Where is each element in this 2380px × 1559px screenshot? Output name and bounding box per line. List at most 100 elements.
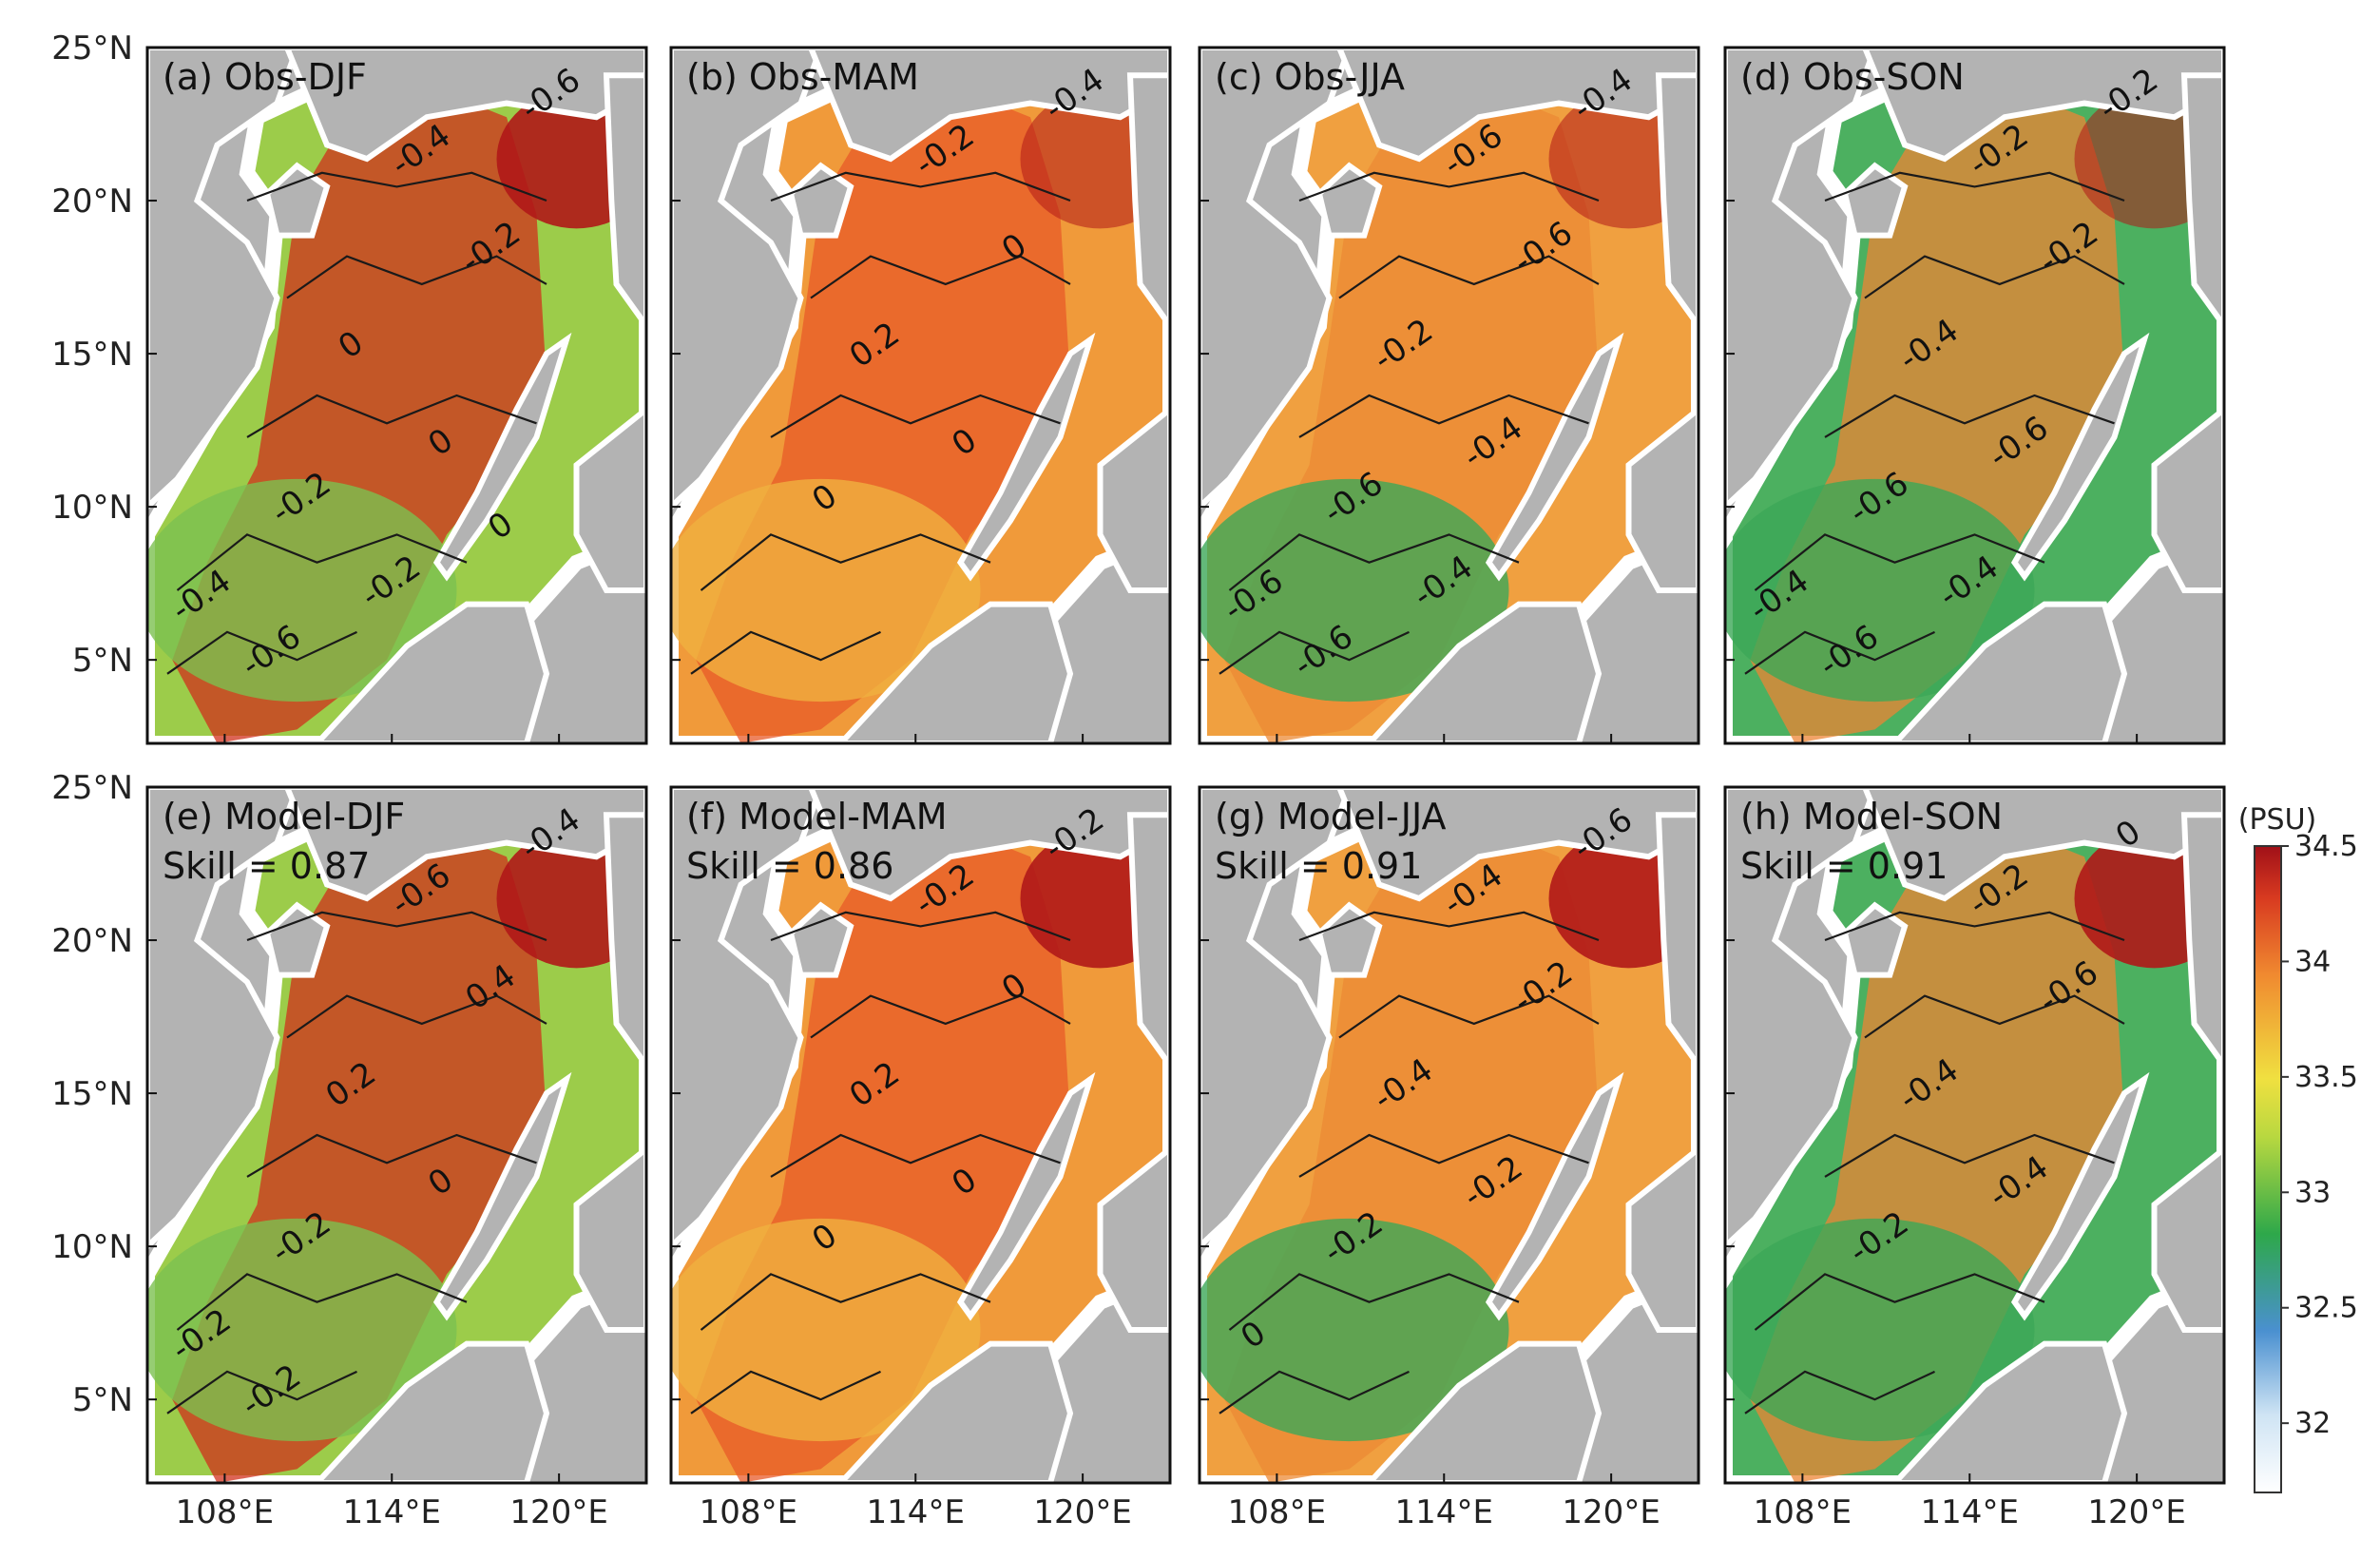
- colorbar-tick-label: 33.5: [2294, 1061, 2358, 1094]
- colorbar-gradient: [2254, 845, 2282, 1493]
- x-tick-label: 114°E: [867, 1493, 965, 1531]
- contour-line: [690, 1370, 881, 1415]
- palawan-land: [2010, 332, 2150, 582]
- colorbar-tick-label: 32: [2294, 1407, 2331, 1440]
- colorbar-tick-label: 34.5: [2294, 830, 2358, 863]
- x-tick-label: 108°E: [1228, 1493, 1326, 1531]
- palawan-land: [2010, 1071, 2150, 1321]
- indochina-land: [147, 787, 300, 1251]
- contour-line: [166, 630, 357, 675]
- contour-line: [810, 994, 1071, 1039]
- china-coast-land: [1861, 787, 2224, 902]
- borneo-land: [1365, 601, 1603, 743]
- contour-line: [1824, 171, 2125, 202]
- contour-line: [1744, 630, 1935, 675]
- luzon-land: [2180, 812, 2224, 1070]
- x-tick-label: 120°E: [1562, 1493, 1660, 1531]
- x-tick-label: 114°E: [1395, 1493, 1493, 1531]
- luzon-land: [603, 812, 646, 1070]
- contour-line: [1228, 533, 1520, 591]
- contour-line: [1298, 171, 1600, 202]
- panel-title: (d) Obs-SON: [1740, 56, 1965, 98]
- x-tick-label: 108°E: [176, 1493, 274, 1531]
- mindanao-land: [1625, 405, 1699, 593]
- x-tick-label: 120°E: [509, 1493, 607, 1531]
- contour-line: [176, 533, 468, 591]
- contour-line: [1754, 1273, 2045, 1331]
- contour-line: [1298, 394, 1589, 438]
- palawan-land: [956, 1071, 1096, 1321]
- panel-title: (e) Model-DJF: [163, 796, 405, 837]
- china-coast-land: [807, 787, 1170, 902]
- indochina-land: [1725, 787, 1878, 1251]
- y-tick-label: 25°N: [51, 769, 133, 807]
- contour-line: [770, 394, 1061, 438]
- china-coast-land: [807, 48, 1170, 163]
- map-panel-e: -0.4-0.60.40.20-0.2-0.2-0.2(e) Model-DJF…: [145, 785, 648, 1485]
- contour-line: [810, 255, 1071, 299]
- indochina-land: [671, 48, 824, 511]
- china-coast-land: [283, 48, 646, 163]
- mindanao-land: [573, 1145, 646, 1333]
- y-tick-label: 5°N: [72, 1381, 133, 1419]
- low-salinity-region: [1725, 478, 2035, 703]
- china-coast-land: [1861, 48, 2224, 163]
- hainan-island: [263, 162, 331, 239]
- contour-line: [1219, 630, 1410, 675]
- contour-line: [286, 994, 547, 1039]
- x-tick-label: 120°E: [1033, 1493, 1131, 1531]
- axes-layer: 25°N 20°N 15°N 10°N 5°N 25°N 20°N 15°N 10°N 5°N 10…: [51, 29, 2186, 1531]
- indochina-land: [147, 48, 300, 511]
- mindanao-land: [2151, 405, 2224, 593]
- panel-frame: [1723, 785, 2226, 1485]
- x-tick-label: 108°E: [700, 1493, 797, 1531]
- panel-frame: [145, 46, 648, 745]
- luzon-land: [1126, 72, 1170, 331]
- palawan-land: [1485, 1071, 1624, 1321]
- low-salinity-region: [147, 1218, 457, 1442]
- mindanao-land: [2151, 1145, 2224, 1333]
- y-tick-label: 20°N: [51, 183, 133, 221]
- borneo-land: [313, 1340, 550, 1483]
- contour-line: [770, 1133, 1061, 1178]
- colorbar: (PSU)34.5 34 33.5 33 32.5 32: [2238, 803, 2358, 1493]
- panel-frame: [669, 46, 1172, 745]
- hainan-island: [263, 901, 331, 978]
- map-panel-g: -0.6-0.4-0.2-0.4-0.2-0.20(g) Model-JJASk…: [1198, 785, 1700, 1485]
- contour-line: [1824, 911, 2125, 942]
- contour-line: [1338, 994, 1600, 1039]
- y-tick-label: 15°N: [51, 1075, 133, 1113]
- skill-score: Skill = 0.91: [1215, 845, 1422, 887]
- indochina-land: [1200, 48, 1353, 511]
- contour-line: [1864, 994, 2125, 1039]
- y-tick-label: 15°N: [51, 336, 133, 374]
- contour-line: [166, 1370, 357, 1415]
- contour-line: [1864, 255, 2125, 299]
- colorbar-tick-label: 32.5: [2294, 1292, 2358, 1325]
- palawan-land: [1485, 332, 1624, 582]
- contour-line: [1338, 255, 1600, 299]
- luzon-land: [1655, 812, 1699, 1070]
- map-panel-h: 0-0.2-0.6-0.4-0.4-0.2(h) Model-SONSkill …: [1723, 785, 2226, 1485]
- map-panel-b: -0.4-0.200.200(b) Obs-MAM: [669, 46, 1172, 745]
- contour-line: [1219, 1370, 1410, 1415]
- x-tick-label: 108°E: [1754, 1493, 1852, 1531]
- indochina-land: [1725, 48, 1878, 511]
- mindanao-land: [1625, 1145, 1699, 1333]
- hainan-island: [1841, 901, 1909, 978]
- low-salinity-region: [1200, 1218, 1509, 1442]
- panel-frame: [145, 785, 648, 1485]
- hainan-island: [1315, 901, 1383, 978]
- contour-line: [1744, 1370, 1935, 1415]
- contour-line: [1824, 1133, 2115, 1178]
- panel-frame: [1198, 785, 1700, 1485]
- contour-line: [1754, 533, 2045, 591]
- skill-score: Skill = 0.87: [163, 845, 370, 887]
- mindanao-land: [1097, 405, 1170, 593]
- hainan-island: [787, 162, 854, 239]
- borneo-land: [836, 601, 1074, 743]
- borneo-land: [1891, 1340, 2128, 1483]
- contour-line: [176, 1273, 468, 1331]
- y-tick-label: 5°N: [72, 642, 133, 680]
